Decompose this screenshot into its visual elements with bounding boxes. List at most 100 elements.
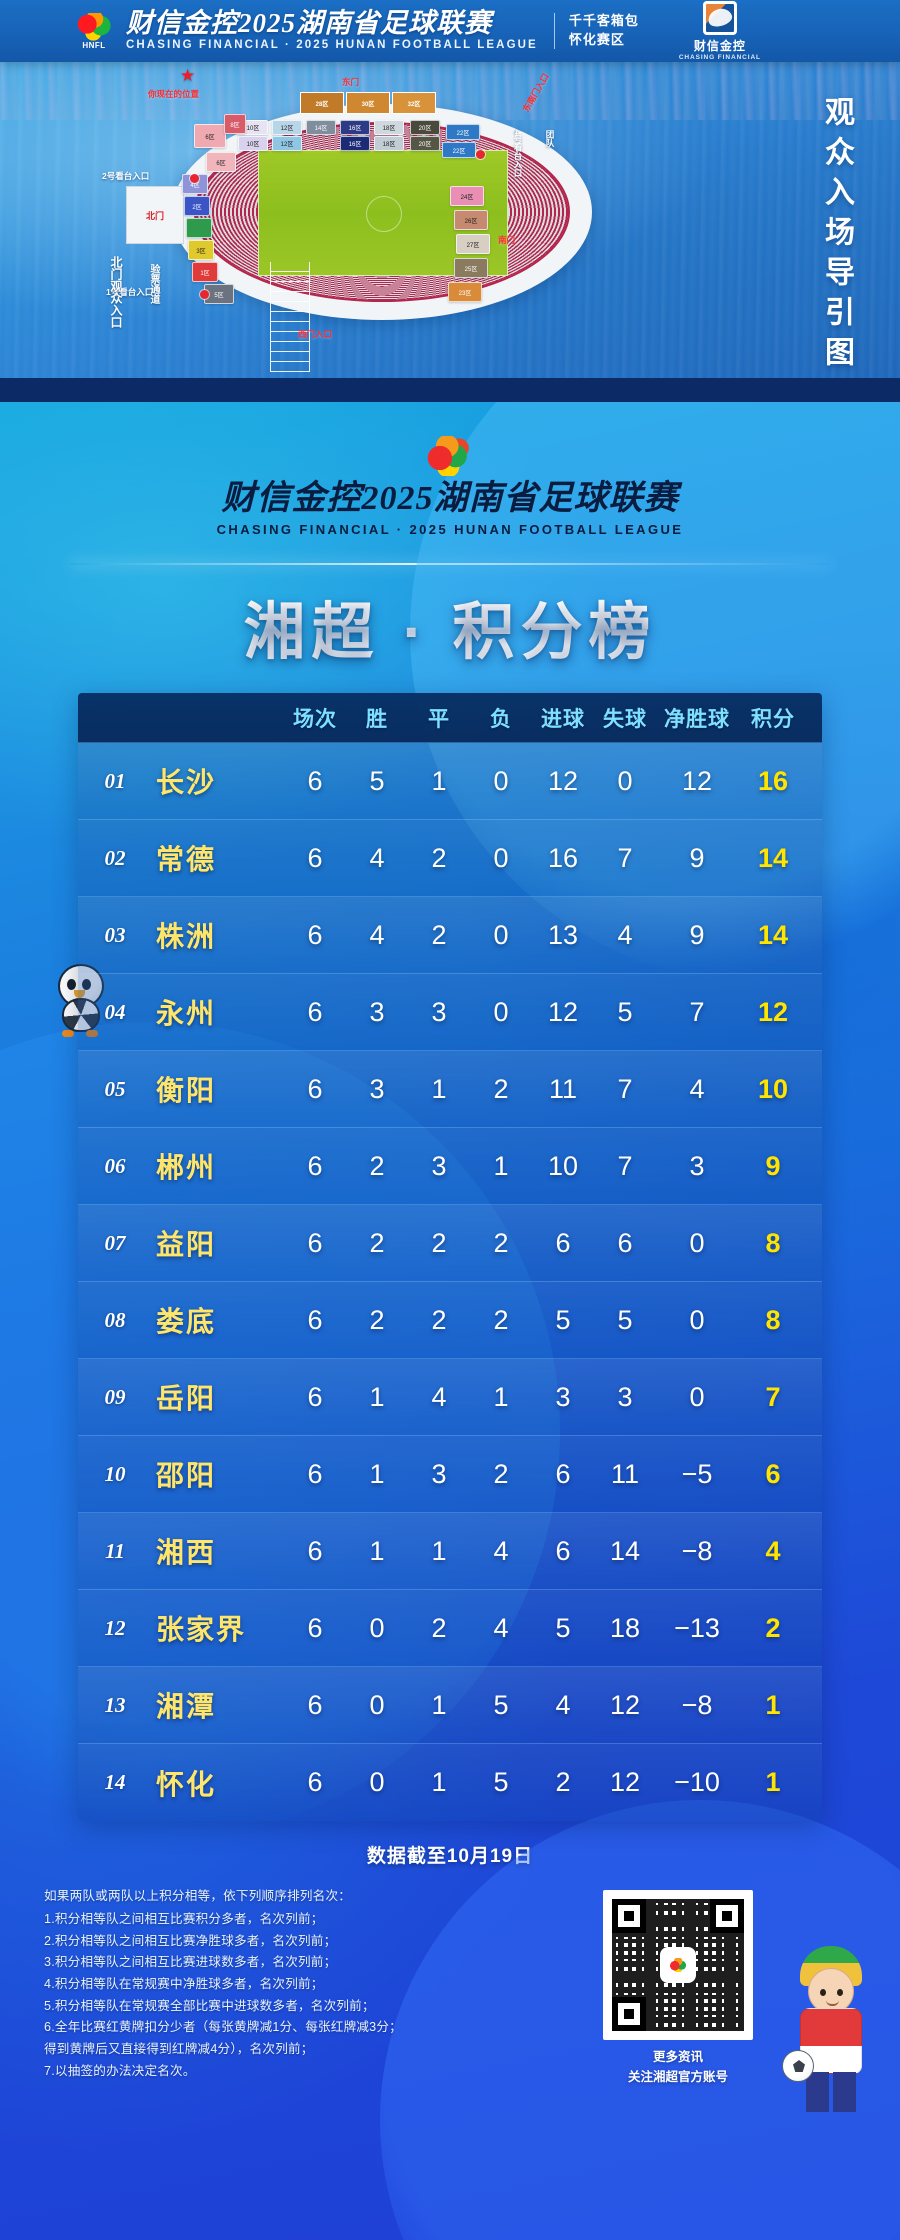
cell-rank: 03 — [104, 922, 126, 947]
rule-item: 7.以抽签的办法决定名次。 — [44, 2063, 196, 2078]
league-logo-sponsor: 财信金控 — [221, 480, 362, 517]
cell-played: 6 — [307, 1150, 323, 1181]
section-14[interactable]: 14区 — [306, 120, 336, 135]
hnfl-logo: HNFL — [72, 9, 116, 53]
section-22a[interactable]: 22区 — [446, 124, 480, 140]
cell-win: 1 — [369, 1535, 385, 1566]
rule-item: 5.积分相等队在常规赛全部比赛中进球数多者，名次列前； — [44, 1998, 375, 2013]
cell-rank: 02 — [104, 845, 126, 870]
section-3[interactable]: 3区 — [188, 240, 214, 260]
section-32[interactable]: 32区 — [392, 92, 436, 114]
cell-goal-diff: 9 — [689, 919, 705, 950]
cell-goals-for: 10 — [547, 1150, 579, 1181]
standings-panel: 财信金控2025湖南省足球联赛 CHASING FINANCIAL · 2025… — [0, 402, 900, 2240]
section-23[interactable]: 23区 — [448, 282, 482, 302]
cell-loss: 2 — [493, 1227, 509, 1258]
section-green[interactable] — [186, 218, 212, 238]
cell-team: 怀化 — [156, 1768, 217, 1800]
cell-draw: 1 — [431, 1535, 447, 1566]
north-gate-box[interactable]: 北门 — [126, 186, 184, 244]
section-20a[interactable]: 20区 — [410, 120, 440, 135]
cell-points: 14 — [757, 842, 789, 873]
section-24[interactable]: 24区 — [450, 186, 484, 206]
cell-loss: 2 — [493, 1458, 509, 1489]
section-28[interactable]: 28区 — [300, 92, 344, 114]
cell-loss: 0 — [493, 996, 509, 1027]
cell-team: 长沙 — [156, 767, 217, 799]
section-16b[interactable]: 16区 — [340, 136, 370, 151]
cell-win: 0 — [369, 1689, 385, 1720]
cell-team: 娄底 — [156, 1306, 217, 1338]
section-2[interactable]: 2区 — [184, 196, 210, 216]
section-20b[interactable]: 20区 — [410, 136, 440, 151]
section-22b[interactable]: 22区 — [442, 142, 476, 158]
top-banner: HNFL 财信金控2025湖南省足球联赛 CHASING FINANCIAL ·… — [0, 0, 900, 62]
section-27[interactable]: 27区 — [456, 234, 490, 254]
cell-played: 6 — [307, 996, 323, 1027]
north-gate-label: 北门 — [145, 210, 164, 221]
table-row: 02 常德 6 4 2 0 16 7 9 14 — [78, 820, 822, 898]
cell-team: 湘潭 — [156, 1691, 217, 1723]
rule-item: 3.积分相等队之间相互比赛进球数多者，名次列前； — [44, 1955, 337, 1970]
cell-goals-against: 7 — [617, 842, 633, 873]
table-header-row: 场次 胜 平 负 进球 失球 净胜球 积分 — [78, 693, 822, 744]
cell-played: 6 — [307, 1304, 323, 1335]
table-body: 01 长沙 6 5 1 0 12 0 12 16 02 常德 6 4 2 0 16 7 9 14 03 株洲 6 4 2 0 13 4… — [78, 743, 822, 1822]
cell-draw: 3 — [431, 996, 447, 1027]
cell-rank: 06 — [104, 1153, 126, 1178]
qr-code[interactable] — [603, 1890, 753, 2041]
cell-draw: 2 — [431, 919, 447, 950]
table-row: 06 郴州 6 2 3 1 10 7 3 9 — [78, 1128, 822, 1206]
sponsor-side-block: 千千客箱包 怀化赛区 — [569, 12, 639, 50]
section-30[interactable]: 30区 — [346, 92, 390, 114]
section-10b[interactable]: 10区 — [238, 136, 268, 151]
section-6a[interactable]: 6区 — [194, 124, 226, 148]
cell-played: 6 — [307, 765, 323, 796]
tiebreak-rules: 如果两队或两队以上积分相等，依下列顺序排列名次： 1.积分相等队之间相互比赛积分… — [44, 1886, 564, 2082]
cell-goal-diff: −13 — [674, 1612, 720, 1643]
section-18b[interactable]: 18区 — [374, 136, 404, 151]
ticket-check-ladder — [270, 262, 310, 372]
section-18a[interactable]: 18区 — [374, 120, 404, 135]
page-title: 湘超 · 积分榜 — [0, 581, 900, 671]
you-are-here-star-icon: ★ — [180, 66, 196, 85]
entrance-dot-southeast[interactable] — [476, 150, 485, 159]
cell-loss: 2 — [493, 1304, 509, 1335]
section-8[interactable]: 8区 — [224, 114, 246, 134]
section-12a[interactable]: 12区 — [272, 120, 302, 135]
soccer-ball-icon — [782, 2050, 814, 2082]
league-logo-year: 2025湖南省足球联赛 — [361, 480, 679, 517]
qr-finder-bottom-left — [612, 1997, 646, 2032]
cell-goals-for: 12 — [547, 765, 579, 796]
section-25[interactable]: 25区 — [454, 258, 488, 278]
ticket-check-aisle-label: 验票通道 — [148, 264, 159, 304]
section-6b[interactable]: 6区 — [206, 152, 236, 172]
west-gate-entrance-label: 西门入口 — [298, 329, 333, 339]
table-row: 04 永州 6 3 3 0 12 5 7 12 — [78, 974, 822, 1052]
banner-title-block: 财信金控2025湖南省足球联赛 CHASING FINANCIAL · 2025… — [126, 10, 538, 52]
cell-goals-for: 6 — [555, 1535, 571, 1566]
cell-goals-for: 3 — [555, 1381, 571, 1412]
entrance-dot-1[interactable] — [200, 290, 209, 299]
guide-side-title: 观众入场导引图 — [820, 96, 853, 376]
cell-draw: 4 — [431, 1381, 447, 1412]
cell-goals-against: 5 — [617, 996, 633, 1027]
cell-goals-against: 7 — [617, 1150, 633, 1181]
cell-win: 2 — [369, 1150, 385, 1181]
cell-points: 2 — [765, 1612, 781, 1643]
entrance-dot-2[interactable] — [190, 174, 199, 183]
stand-entrance-4-label: 4号看台入口 — [513, 130, 523, 178]
mascot-foot-left — [62, 1030, 74, 1037]
cell-loss: 5 — [493, 1689, 509, 1720]
section-16a[interactable]: 16区 — [340, 120, 370, 135]
cell-goal-diff: −8 — [681, 1689, 713, 1720]
section-1[interactable]: 1区 — [192, 262, 218, 282]
section-26[interactable]: 26区 — [454, 210, 488, 230]
cell-goals-for: 16 — [547, 842, 579, 873]
qr-block[interactable]: 更多资讯 关注湘超官方账号 — [588, 1886, 768, 2087]
chasing-financial-logo: 财信金控 CHASING FINANCIAL — [679, 1, 761, 61]
cell-team: 衡阳 — [156, 1075, 217, 1107]
league-flame-icon — [427, 436, 473, 476]
section-12b[interactable]: 12区 — [272, 136, 302, 151]
